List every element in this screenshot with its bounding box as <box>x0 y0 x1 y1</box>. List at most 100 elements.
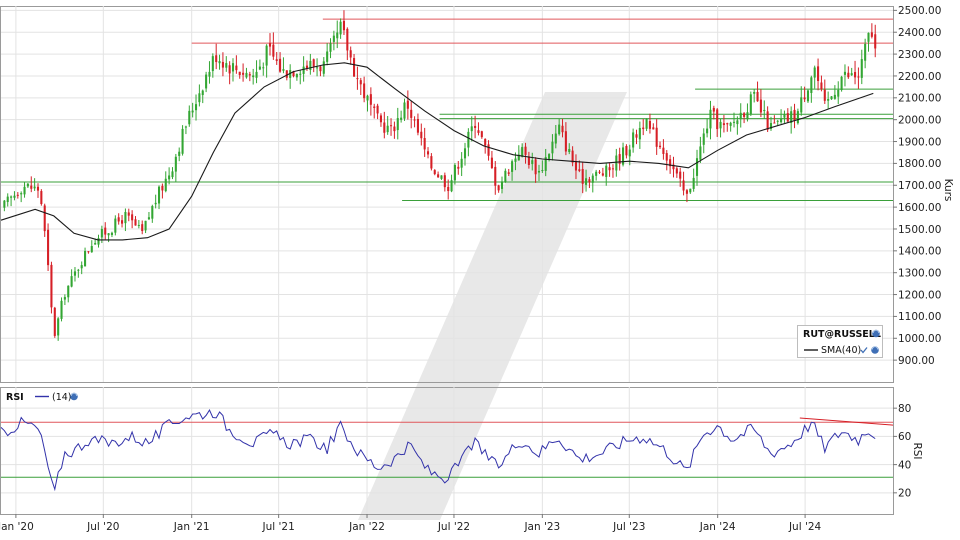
candle-body <box>864 43 867 61</box>
price-y-tick-label: 1600.00 <box>898 202 941 214</box>
candle <box>235 55 238 74</box>
candle <box>383 111 386 139</box>
candle <box>655 119 658 155</box>
candle-body <box>796 111 799 124</box>
candle <box>57 317 60 341</box>
candle <box>675 166 678 178</box>
rsi-gridlines <box>1 387 893 514</box>
candle-body <box>332 35 335 42</box>
candle-body <box>114 218 117 233</box>
candle <box>171 167 174 180</box>
candle <box>756 81 759 102</box>
candle-body <box>413 119 416 121</box>
candle <box>460 152 463 177</box>
candle-body <box>151 206 154 219</box>
candle <box>366 94 369 112</box>
candle-body <box>457 166 460 169</box>
candle <box>147 212 150 221</box>
x-tick-label: Jan '24 <box>699 521 736 533</box>
candle-body <box>729 122 732 126</box>
candle-body <box>124 211 127 224</box>
candle <box>870 23 873 39</box>
candle-body <box>316 67 319 69</box>
candle <box>107 233 110 243</box>
candle-body <box>591 175 594 183</box>
candle-body <box>279 58 282 72</box>
candle <box>262 62 265 76</box>
candle-body <box>658 145 662 148</box>
candle-body <box>648 121 651 129</box>
candle <box>369 87 372 116</box>
price-y-axis: 900.00 1000.00 1100.00 1200.00 1300.00 1400.0… <box>893 5 941 367</box>
candle-body <box>426 151 430 155</box>
candle <box>359 77 362 95</box>
candle-body <box>131 214 134 221</box>
candle-body <box>736 120 739 125</box>
candle <box>726 122 729 132</box>
candle <box>97 234 100 248</box>
candle <box>527 151 530 169</box>
candle-body <box>134 219 137 226</box>
candle <box>13 191 16 201</box>
globe-icon[interactable] <box>872 329 880 338</box>
candle <box>215 43 218 70</box>
candle <box>36 183 40 198</box>
candle-body <box>749 94 752 115</box>
globe-icon[interactable] <box>70 392 78 401</box>
candle-body <box>857 76 860 78</box>
candle-body <box>208 71 211 77</box>
candle-body <box>521 147 524 157</box>
candle <box>393 121 396 139</box>
candle-body <box>154 202 157 205</box>
candle <box>33 178 36 191</box>
candle <box>605 163 608 186</box>
candle-body <box>238 71 241 76</box>
check-icon[interactable] <box>860 347 868 354</box>
candle-body <box>564 131 567 152</box>
candle-body <box>198 93 201 103</box>
candle-body <box>605 165 608 177</box>
price-y-tick-label: 2300.00 <box>898 49 941 61</box>
candle <box>168 167 171 185</box>
candle <box>137 220 140 229</box>
candle-body <box>369 94 372 105</box>
candle <box>329 38 332 59</box>
candle-body <box>326 51 329 62</box>
price-y-tick-label: 1500.00 <box>898 224 941 236</box>
candle-body <box>396 118 399 131</box>
candle <box>211 53 214 78</box>
candle <box>672 156 675 178</box>
price-y-tick-label: 2000.00 <box>898 114 941 126</box>
candle-body <box>107 233 110 236</box>
candle-body <box>615 155 618 171</box>
x-tick-label: Jul '22 <box>437 521 470 533</box>
candle-body <box>813 67 816 78</box>
candle <box>353 53 356 77</box>
candle-body <box>329 43 332 52</box>
candle <box>43 203 46 237</box>
globe-icon[interactable] <box>871 346 879 354</box>
candle <box>669 154 672 174</box>
candle <box>376 103 379 120</box>
candle <box>699 136 702 163</box>
candle <box>474 115 477 139</box>
candle-body <box>100 228 103 238</box>
candle <box>470 116 473 142</box>
candle-body <box>50 264 53 308</box>
candle <box>568 143 571 155</box>
rsi-panel: 20 40 60 80 RSI RSI (14) <box>0 387 923 515</box>
candle-body <box>642 127 645 130</box>
candle-body <box>759 99 762 113</box>
candle <box>194 94 198 121</box>
x-tick-label: Jan '20 <box>0 521 34 533</box>
price-panel-frame <box>0 6 894 383</box>
candle <box>763 100 766 119</box>
candle-body <box>144 220 147 231</box>
candle <box>50 261 53 314</box>
candle-body <box>453 165 456 181</box>
candle <box>110 231 114 238</box>
candle <box>800 86 803 116</box>
candle-body <box>319 66 322 72</box>
candle-body <box>6 196 9 203</box>
candle <box>326 43 329 66</box>
